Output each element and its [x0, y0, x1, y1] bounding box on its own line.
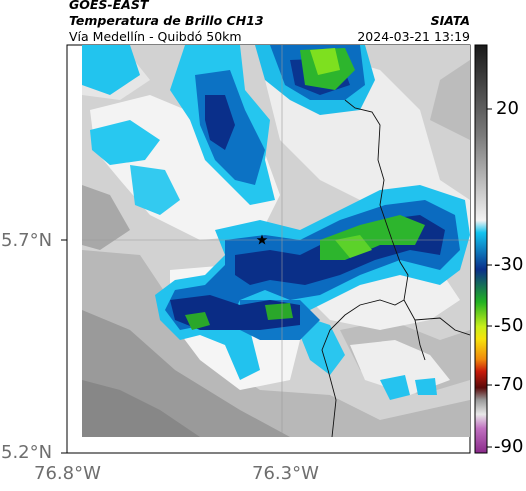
colorbar-tick-label: -30 [494, 254, 524, 275]
org-label: SIATA [430, 13, 470, 28]
lat-tick-label: 5.7°N [1, 230, 53, 251]
product-title: Temperatura de Brillo CH13 [69, 13, 264, 28]
route-label: Vía Medellín - Quibdó 50km [69, 29, 242, 44]
lat-tick-label: 5.2°N [1, 442, 53, 463]
colorbar-tick-label: 20 [496, 98, 519, 119]
brightness-temperature-field [82, 45, 470, 437]
colorbar-tick-label: -90 [494, 436, 524, 457]
lon-tick-label: 76.3°W [252, 463, 319, 484]
colorbar [474, 44, 488, 454]
star-icon [256, 234, 268, 245]
lon-tick-label: 76.8°W [34, 463, 101, 484]
satellite-name: GOES-EAST [69, 0, 149, 12]
timestamp: 2024-03-21 13:19 [357, 29, 470, 44]
colorbar-tick-label: -50 [494, 315, 524, 336]
colorbar-tick-label: -70 [494, 374, 524, 395]
